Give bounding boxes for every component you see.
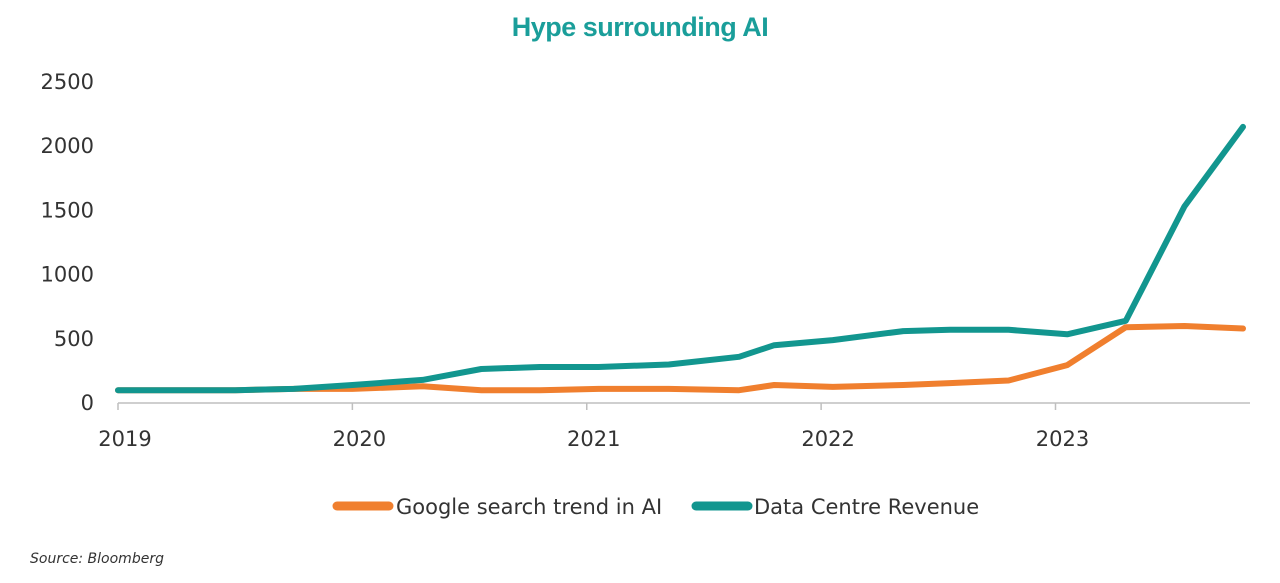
y-tick-label: 0 — [81, 391, 94, 415]
x-axis: 2019 2020 2021 2022 2023 — [98, 402, 1250, 451]
x-tick-label: 2022 — [801, 427, 854, 451]
x-tick-label: 2020 — [333, 427, 386, 451]
y-tick-label: 2000 — [41, 134, 94, 158]
legend-label: Google search trend in AI — [396, 495, 662, 519]
y-tick-label: 1000 — [41, 263, 94, 287]
y-tick-label: 1500 — [41, 198, 94, 222]
legend-label: Data Centre Revenue — [754, 495, 979, 519]
chart-title: Hype surrounding AI — [511, 12, 769, 42]
x-tick-label: 2021 — [567, 427, 620, 451]
x-tick-label: 2023 — [1036, 427, 1089, 451]
legend: Google search trend in AI Data Centre Rev… — [332, 495, 979, 519]
x-tick-label: 2019 — [98, 427, 151, 451]
series-line — [115, 123, 1246, 394]
y-axis-ticks: 0 500 1000 1500 2000 2500 — [41, 70, 94, 415]
source-note: Source: Bloomberg — [30, 551, 164, 567]
series-lines — [115, 123, 1246, 394]
y-tick-label: 2500 — [41, 70, 94, 94]
y-tick-label: 500 — [54, 327, 94, 351]
